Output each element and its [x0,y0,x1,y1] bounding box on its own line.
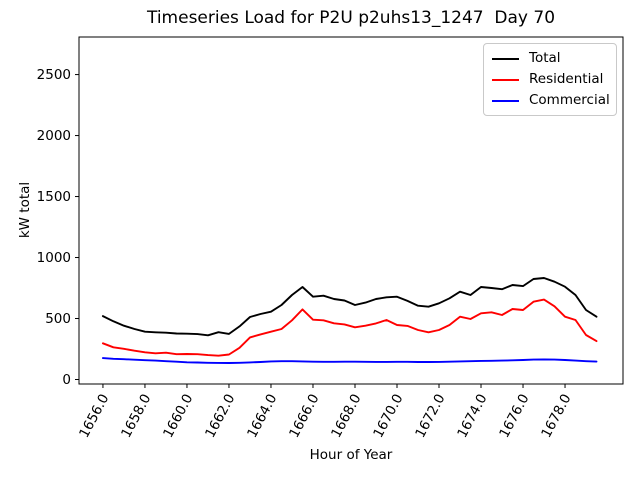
y-tick-label: 2000 [37,128,71,144]
legend-row-commercial: Commercial [492,90,610,111]
x-tick-label: 1674.0 [454,391,490,440]
legend-label-residential: Residential [529,71,604,87]
x-tick-label: 1658.0 [118,391,154,440]
legend-label-total: Total [529,50,561,66]
legend-label-commercial: Commercial [529,92,610,108]
legend-row-residential: Residential [492,69,608,90]
y-axis-label: kW total [17,181,33,239]
x-tick-label: 1662.0 [202,391,238,440]
chart-title: Timeseries Load for P2U p2uhs13_1247 Day… [146,8,556,28]
x-tick-label: 1656.0 [76,391,112,440]
legend: Total Residential Commercial [483,43,617,116]
x-tick-label: 1660.0 [160,391,196,440]
series-line-residential [101,298,598,357]
x-tick-label: 1664.0 [244,391,280,440]
x-tick-label: 1672.0 [412,391,448,440]
series-line-total [101,277,598,337]
x-tick-label: 1666.0 [286,391,322,440]
total-line-swatch [492,57,519,60]
x-tick-label: 1670.0 [370,391,406,440]
residential-line-swatch [492,78,519,81]
y-tick-label: 0 [62,372,71,388]
commercial-line-swatch [492,99,519,102]
x-axis-label: Hour of Year [309,447,393,463]
series-line-commercial [101,357,598,364]
x-tick-label: 1668.0 [328,391,364,440]
y-tick-label: 500 [45,311,71,327]
axes-frame [78,36,624,385]
legend-row-total: Total [492,48,608,69]
y-tick-label: 1500 [37,189,71,205]
x-tick-label: 1678.0 [538,391,574,440]
y-tick-label: 2500 [37,67,71,83]
x-tick-label: 1676.0 [496,391,532,440]
y-tick-label: 1000 [37,250,71,266]
